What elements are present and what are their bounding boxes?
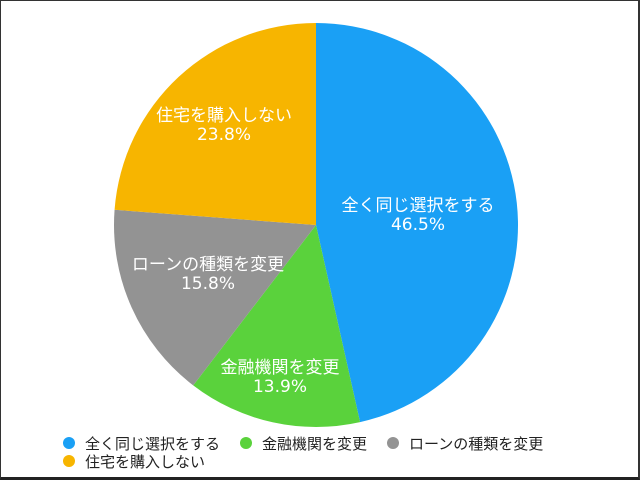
legend-label: 住宅を購入しない [85,452,206,471]
legend-label: 全く同じ選択をする [85,434,221,453]
legend-dot-icon [63,437,75,449]
slice-label-same-choice: 全く同じ選択をする 46.5% [342,197,495,235]
slice-label-change-loan-type: ローンの種類を変更 15.8% [132,256,284,294]
legend-item-same-choice: 全く同じ選択をする [63,433,220,454]
slice-label-change-bank: 金融機関を変更 13.9% [221,359,340,397]
slice-percent: 13.9% [252,377,307,397]
pie-slice [316,23,519,423]
legend-dot-icon [63,455,75,467]
pie-slice [114,209,317,386]
slice-percent: 46.5% [390,215,445,235]
slice-category: 全く同じ選択をする [341,196,495,216]
legend-item-change-loan-type: ローンの種類を変更 [387,433,543,454]
slice-category: 住宅を購入しない [156,106,292,126]
legend-label: ローンの種類を変更 [409,434,544,453]
slice-label-no-purchase: 住宅を購入しない 23.8% [156,107,292,145]
chart-legend: 全く同じ選択をする 金融機関を変更 ローンの種類を変更 住宅を購入しない [63,433,563,472]
pie-slice [193,225,361,427]
legend-label: 金融機関を変更 [262,434,368,453]
slice-percent: 15.8% [180,274,235,294]
legend-dot-icon [240,437,253,449]
slice-percent: 23.8% [196,125,251,145]
legend-item-no-purchase: 住宅を購入しない [63,451,205,472]
pie-slice [114,23,316,225]
slice-category: ローンの種類を変更 [131,255,285,275]
legend-dot-icon [387,437,400,449]
slice-category: 金融機関を変更 [220,358,340,378]
legend-item-change-bank: 金融機関を変更 [240,433,367,454]
